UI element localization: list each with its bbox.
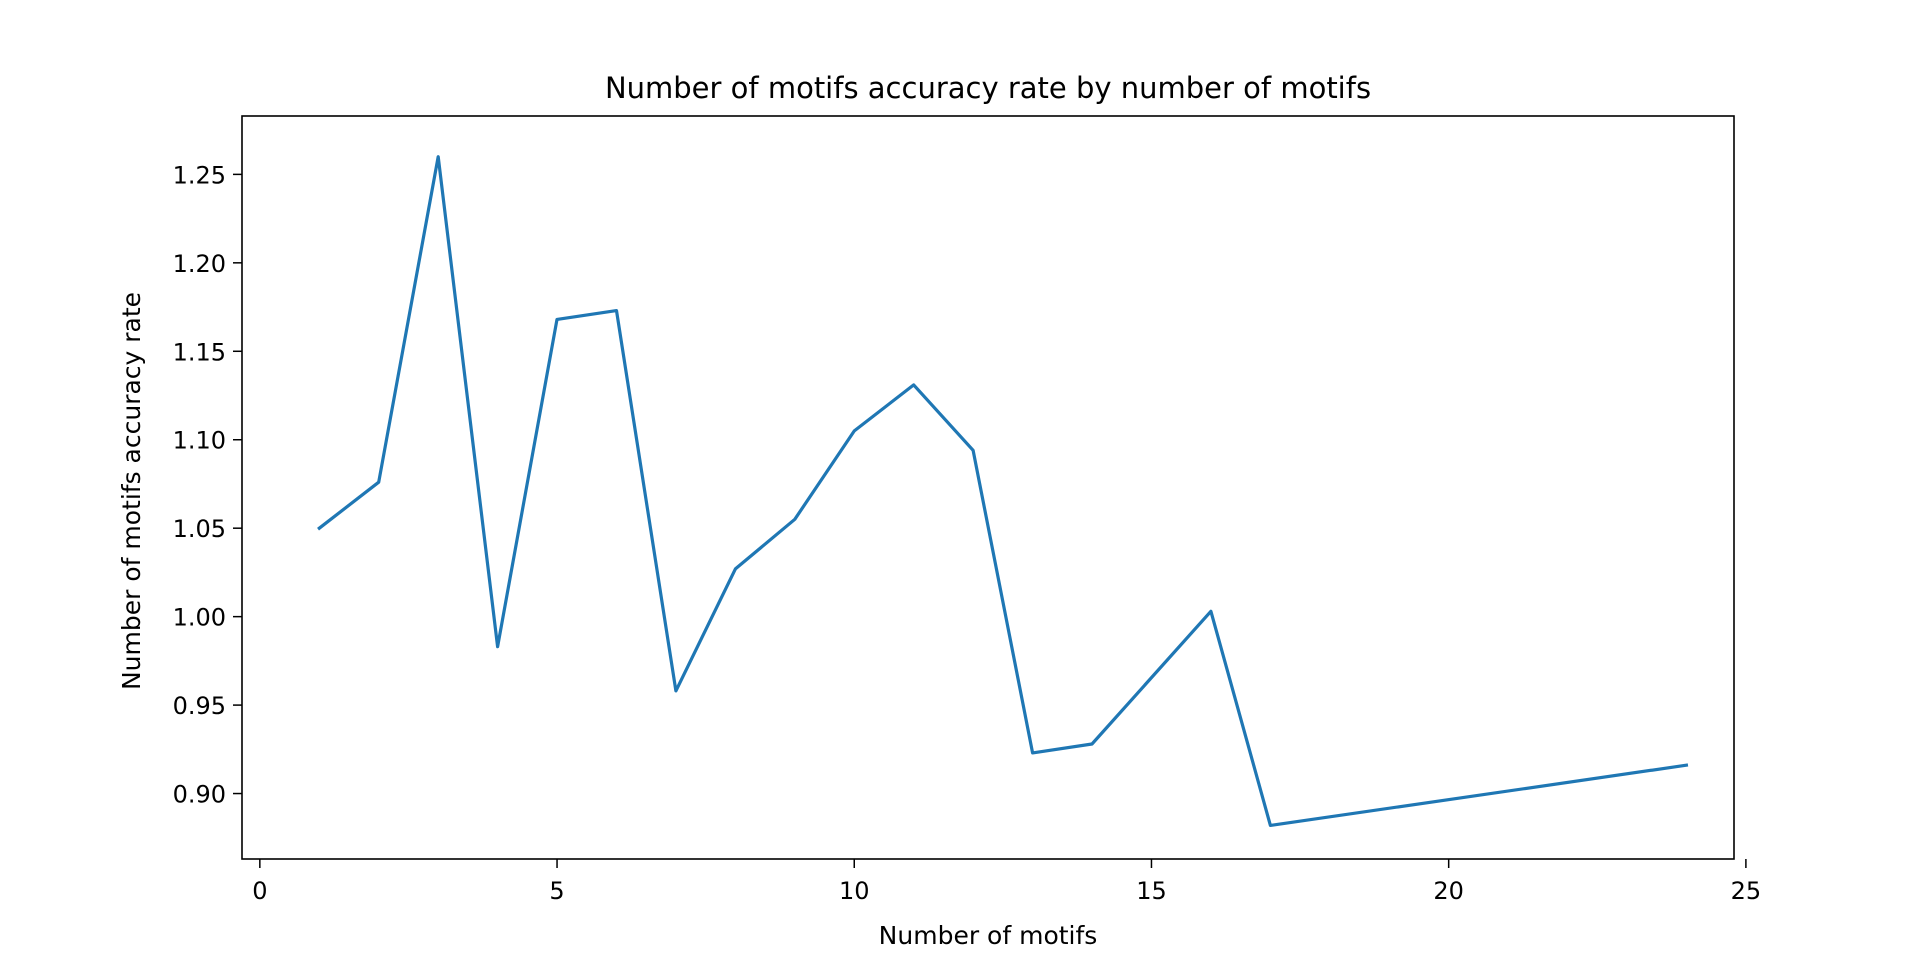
y-axis: 0.90 0.95 1.00 1.05 1.10 1.15 1.20 1.25 [173, 161, 242, 809]
y-axis-label: Number of motifs accuracy rate [117, 292, 146, 690]
y-tick-label: 1.10 [173, 427, 226, 455]
y-tick-label: 1.05 [173, 515, 226, 543]
y-tick-label: 1.25 [173, 161, 226, 189]
x-tick-label: 20 [1433, 877, 1464, 905]
x-axis: 0 5 10 15 20 25 [252, 859, 1761, 905]
x-tick-label: 0 [252, 877, 267, 905]
y-tick-label: 1.00 [173, 604, 226, 632]
x-tick-label: 15 [1136, 877, 1167, 905]
x-tick-label: 25 [1731, 877, 1762, 905]
y-tick-label: 0.90 [173, 781, 226, 809]
y-tick-label: 0.95 [173, 692, 226, 720]
plot-frame [241, 115, 1735, 860]
y-tick-label: 1.20 [173, 250, 226, 278]
x-tick-label: 5 [549, 877, 564, 905]
y-tick-label: 1.15 [173, 338, 226, 366]
series-line [317, 155, 1689, 828]
x-tick-label: 10 [839, 877, 870, 905]
chart-title: Number of motifs accuracy rate by number… [605, 71, 1371, 105]
x-axis-label: Number of motifs [879, 921, 1098, 950]
